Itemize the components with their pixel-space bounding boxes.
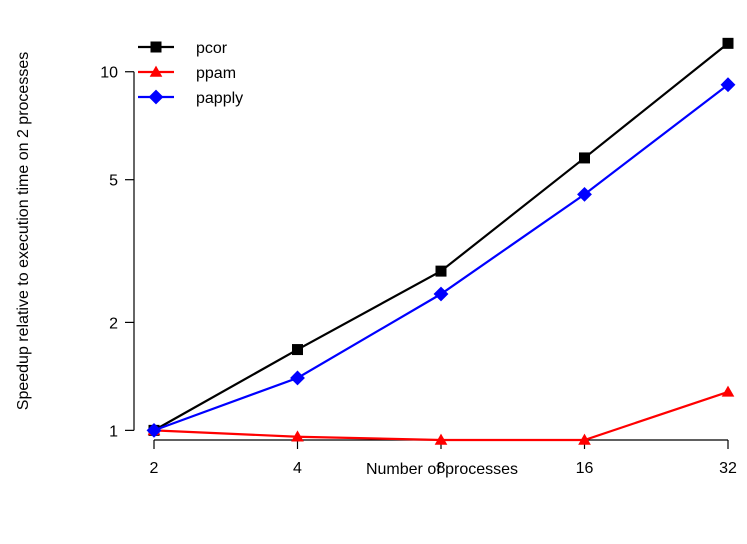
y-tick-label: 2 xyxy=(109,315,118,332)
data-point-triangle xyxy=(434,433,448,445)
data-point-triangle xyxy=(721,385,735,397)
y-tick-label: 5 xyxy=(109,173,118,190)
data-point-diamond xyxy=(720,77,736,93)
x-tick-label: 2 xyxy=(150,460,159,477)
legend: pcor ppam papply xyxy=(138,40,243,107)
data-point-square xyxy=(292,344,303,356)
data-point-triangle xyxy=(149,65,163,77)
x-tick-label: 4 xyxy=(293,460,302,477)
x-axis-label: Number of processes xyxy=(366,461,518,478)
legend-label: papply xyxy=(196,90,243,107)
legend-item-papply: papply xyxy=(138,89,243,107)
series-layer xyxy=(146,37,736,445)
data-point-square xyxy=(722,37,734,49)
series-line-papply xyxy=(153,83,729,432)
data-point-triangle xyxy=(578,433,591,445)
data-point-diamond xyxy=(433,286,449,302)
series-ppam xyxy=(147,385,735,445)
x-tick-label: 8 xyxy=(437,460,446,477)
data-point-square xyxy=(579,152,590,164)
data-point-triangle xyxy=(291,430,304,442)
data-point-diamond xyxy=(290,370,305,386)
legend-label: ppam xyxy=(196,65,236,82)
x-tick-label: 32 xyxy=(719,460,737,477)
data-point-square xyxy=(435,265,447,277)
data-point-diamond xyxy=(148,89,164,105)
legend-item-ppam: ppam xyxy=(138,65,236,82)
legend-label: pcor xyxy=(196,40,228,57)
legend-item-pcor: pcor xyxy=(138,40,228,57)
axes: 1 2 5 10 2 4 8 16 32 xyxy=(100,65,737,477)
y-tick-label: 10 xyxy=(100,65,118,82)
y-tick-label: 1 xyxy=(109,423,118,440)
x-tick-label: 16 xyxy=(576,460,594,477)
series-papply xyxy=(146,77,736,438)
data-point-square xyxy=(150,41,162,53)
data-point-diamond xyxy=(146,422,162,438)
data-point-diamond xyxy=(577,186,592,202)
y-axis-label: Speedup relative to execution time on 2 … xyxy=(15,52,32,410)
